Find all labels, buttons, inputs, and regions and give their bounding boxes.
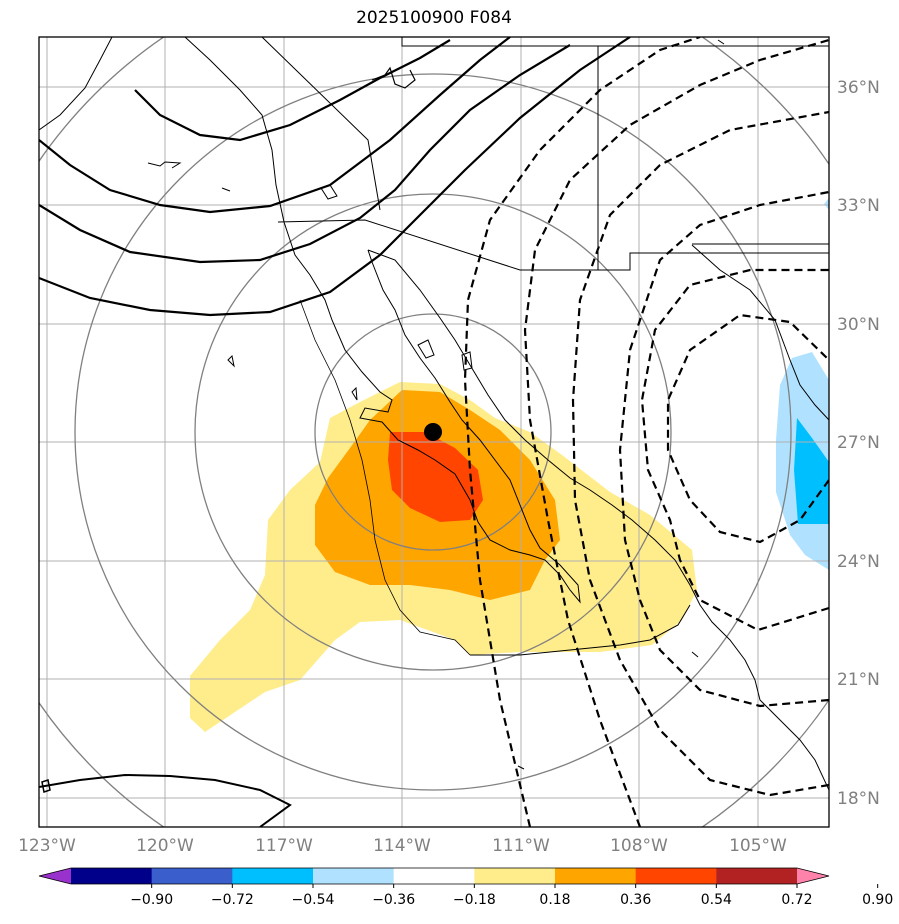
negative-contours xyxy=(463,37,829,827)
plot-frame xyxy=(38,36,830,828)
gulf-east-coast xyxy=(367,249,829,791)
colorbar-extend-low xyxy=(39,868,71,884)
colorbar-segment xyxy=(71,868,153,884)
colorbar-outline xyxy=(38,867,830,885)
colorbar-segment xyxy=(635,868,717,884)
colorbar-tick-label: 0.36 xyxy=(620,892,651,908)
lat-label: 33°N xyxy=(837,196,880,216)
lat-label: 27°N xyxy=(837,433,880,453)
solid-contour-2 xyxy=(39,37,511,214)
lat-label: 30°N xyxy=(837,315,880,335)
dashed-contour-1 xyxy=(463,37,701,827)
latitude-labels: 36°N 33°N 30°N 27°N 24°N 21°N 18°N xyxy=(837,78,880,809)
contour-fill-light-blue-edge xyxy=(824,198,829,210)
south-pacific-shore xyxy=(39,773,292,827)
solid-contour-4 xyxy=(39,37,631,317)
dashed-contour-6 xyxy=(666,313,829,544)
map-title: 2025100900 F084 xyxy=(356,8,512,28)
lon-label: 120°W xyxy=(136,836,194,856)
lat-label: 24°N xyxy=(837,552,880,572)
lon-label: 114°W xyxy=(373,836,431,856)
contour-fill-red xyxy=(388,432,483,522)
california-coastline xyxy=(184,37,581,604)
contour-fill-deep-sky-blue xyxy=(794,418,829,524)
dashed-contour-5 xyxy=(640,268,829,632)
mexico-east-coast xyxy=(691,244,829,421)
colorbar-tick-label: −0.72 xyxy=(211,892,254,908)
colorbar-segment xyxy=(151,868,233,884)
lat-label: 21°N xyxy=(837,670,880,690)
baja-coastline-fine xyxy=(299,299,471,656)
solid-contour-3 xyxy=(39,44,571,264)
storm-center-marker xyxy=(424,423,442,441)
colorbar-tick-label: 0.54 xyxy=(701,892,732,908)
colorbar-segment xyxy=(232,868,314,884)
lat-label: 18°N xyxy=(837,789,880,809)
colorbar-segment xyxy=(555,868,637,884)
colorbar-tick-label: −0.90 xyxy=(130,892,173,908)
lon-label: 108°W xyxy=(610,836,668,856)
colorbar-segment xyxy=(313,868,395,884)
longitude-labels: 123°W 120°W 117°W 114°W 111°W 108°W 105°… xyxy=(18,836,787,856)
colorbar-segment xyxy=(393,868,475,884)
dashed-contour-2 xyxy=(523,38,829,827)
state-borders xyxy=(261,37,829,270)
positive-contours xyxy=(39,37,631,317)
dashed-contour-4 xyxy=(618,190,829,708)
colorbar-segment xyxy=(716,868,798,884)
colorbar-tick-label: −0.18 xyxy=(453,892,496,908)
colorbar-tick-label: 0.90 xyxy=(862,892,893,908)
lon-label: 123°W xyxy=(18,836,76,856)
colorbar: −0.90 −0.72 −0.54 −0.36 −0.18 0.18 0.36 0.54 0.7… xyxy=(38,867,893,908)
colorbar-extend-high xyxy=(797,868,829,884)
border-us-mexico xyxy=(277,219,829,271)
coastlines-borders xyxy=(39,37,829,827)
graticule xyxy=(39,37,829,827)
colorbar-segment xyxy=(474,868,556,884)
lon-label: 117°W xyxy=(255,836,313,856)
islands xyxy=(147,39,725,770)
solid-contour-1 xyxy=(134,39,451,142)
lat-label: 36°N xyxy=(837,78,880,98)
colorbar-tick-label: 0.72 xyxy=(781,892,812,908)
island-small-west xyxy=(41,779,51,793)
pacific-coastline xyxy=(39,37,113,131)
lon-label: 105°W xyxy=(729,836,787,856)
dashed-contour-3 xyxy=(571,110,829,797)
colorbar-tick-label: −0.54 xyxy=(292,892,335,908)
lon-label: 111°W xyxy=(492,836,550,856)
baja-south-tip xyxy=(470,604,691,656)
colorbar-tick-label: 0.18 xyxy=(539,892,570,908)
colorbar-tick-label: −0.36 xyxy=(372,892,415,908)
shaded-anomaly-field xyxy=(190,198,829,732)
